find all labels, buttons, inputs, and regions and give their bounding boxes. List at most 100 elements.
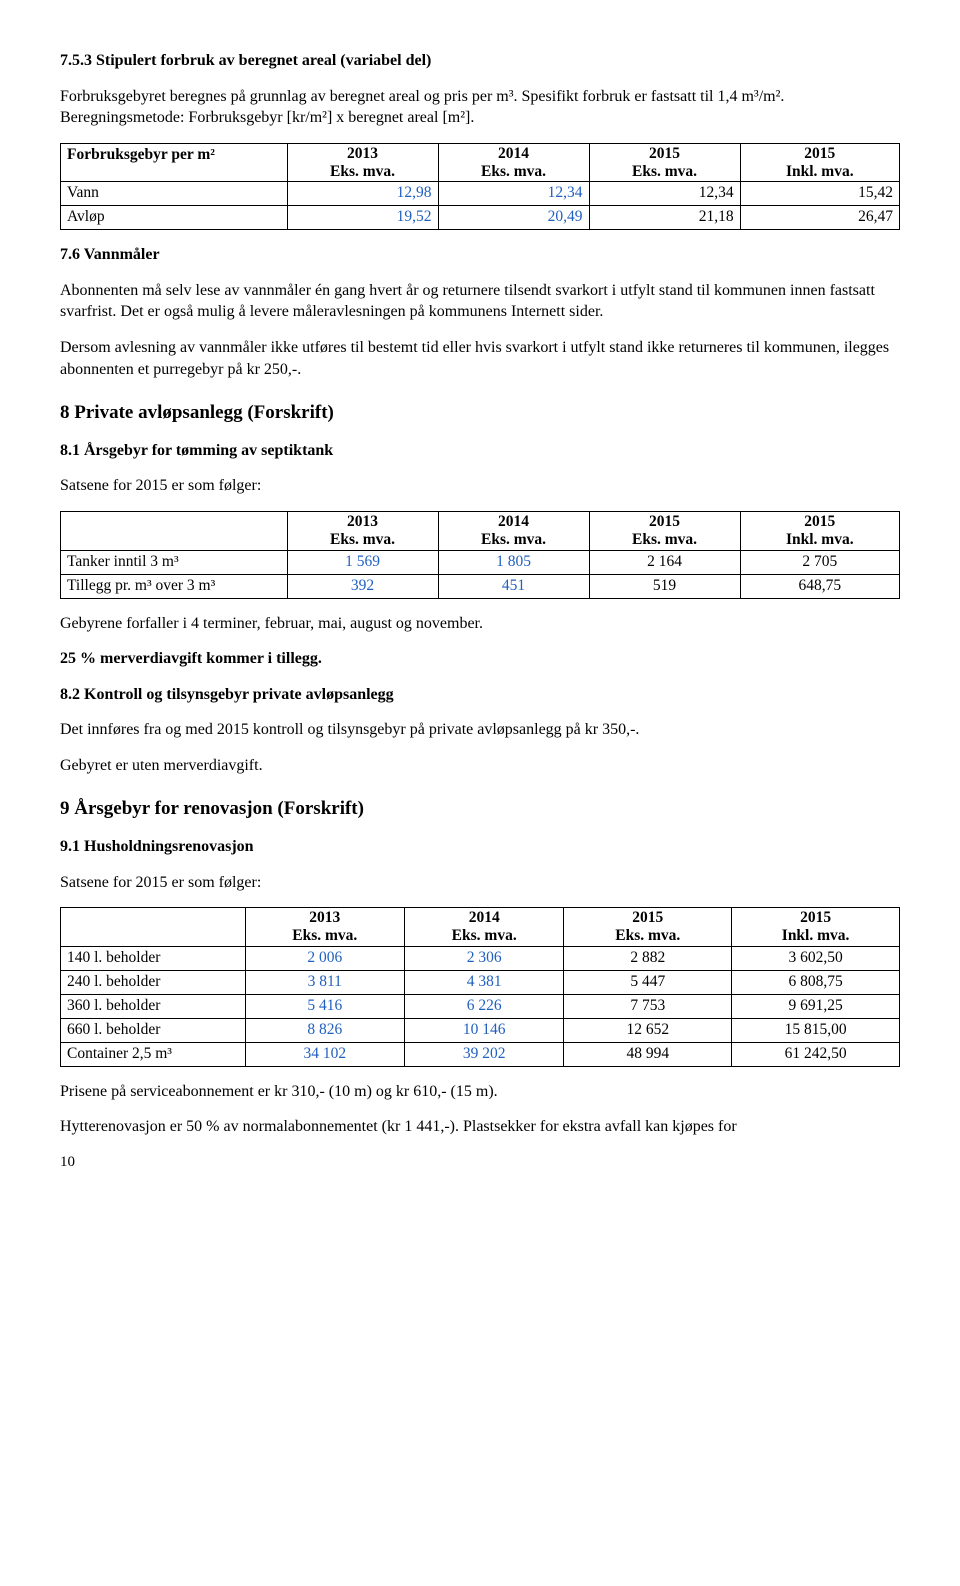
- table-header-row: Forbruksgebyr per m² 2013Eks. mva. 2014E…: [61, 143, 900, 182]
- cell: 2 882: [564, 946, 732, 970]
- cell: 2 705: [740, 550, 899, 574]
- col-head-2013: 2013Eks. mva.: [287, 143, 438, 182]
- col-sub: Inkl. mva.: [786, 163, 854, 180]
- cell: 2 006: [245, 946, 404, 970]
- cell: 9 691,25: [732, 994, 900, 1018]
- cell: 20,49: [438, 206, 589, 230]
- col-year: 2015: [804, 145, 835, 162]
- table-row: 240 l. beholder 3 811 4 381 5 447 6 808,…: [61, 970, 900, 994]
- cell: 5 447: [564, 970, 732, 994]
- col-sub: Eks. mva.: [330, 163, 395, 180]
- col-year: 2013: [347, 513, 378, 530]
- cell: 15,42: [740, 182, 899, 206]
- table-forbruksgebyr-per-m2: Forbruksgebyr per m² 2013Eks. mva. 2014E…: [60, 143, 900, 230]
- col-head-2015-inkl: 2015Inkl. mva.: [740, 512, 899, 551]
- cell: 34 102: [245, 1042, 404, 1066]
- para-7-6-1: Abonnenten må selv lese av vannmåler én …: [60, 280, 900, 323]
- col-sub: Eks. mva.: [452, 927, 517, 944]
- col-sub: Eks. mva.: [481, 163, 546, 180]
- cell: 3 811: [245, 970, 404, 994]
- col-head-2014: 2014Eks. mva.: [438, 512, 589, 551]
- cell: 2 306: [404, 946, 563, 970]
- para-9-1-serviceabo: Prisene på serviceabonnement er kr 310,-…: [60, 1081, 900, 1103]
- para-8-1-intro: Satsene for 2015 er som følger:: [60, 475, 900, 497]
- col-sub: Eks. mva.: [292, 927, 357, 944]
- cell: 451: [438, 574, 589, 598]
- row-label: Container 2,5 m³: [61, 1042, 246, 1066]
- row-label: 660 l. beholder: [61, 1018, 246, 1042]
- para-9-1-intro: Satsene for 2015 er som følger:: [60, 872, 900, 894]
- cell: 26,47: [740, 206, 899, 230]
- cell: 1 805: [438, 550, 589, 574]
- col-head-2013: 2013Eks. mva.: [245, 908, 404, 947]
- col-sub: Inkl. mva.: [786, 531, 854, 548]
- table-row: 660 l. beholder 8 826 10 146 12 652 15 8…: [61, 1018, 900, 1042]
- para-8-1-mva: 25 % merverdiavgift kommer i tillegg.: [60, 648, 900, 670]
- col-year: 2015: [804, 513, 835, 530]
- row-label: 360 l. beholder: [61, 994, 246, 1018]
- cell: 1 569: [287, 550, 438, 574]
- col-year: 2013: [347, 145, 378, 162]
- cell: 6 808,75: [732, 970, 900, 994]
- col-head-2015-inkl: 2015Inkl. mva.: [732, 908, 900, 947]
- para-7-6-2: Dersom avlesning av vannmåler ikke utfør…: [60, 337, 900, 380]
- col-head-2015-eks: 2015Eks. mva.: [564, 908, 732, 947]
- table-row: Vann 12,98 12,34 12,34 15,42: [61, 182, 900, 206]
- para-8-2-1: Det innføres fra og med 2015 kontroll og…: [60, 719, 900, 741]
- heading-9-1: 9.1 Husholdningsrenovasjon: [60, 836, 900, 858]
- cell: 21,18: [589, 206, 740, 230]
- cell: 12,34: [438, 182, 589, 206]
- cell: 6 226: [404, 994, 563, 1018]
- cell: 12 652: [564, 1018, 732, 1042]
- table-row: 360 l. beholder 5 416 6 226 7 753 9 691,…: [61, 994, 900, 1018]
- row-label: Tillegg pr. m³ over 3 m³: [61, 574, 288, 598]
- col-sub: Eks. mva.: [632, 163, 697, 180]
- para-7-5-3-body: Forbruksgebyret beregnes på grunnlag av …: [60, 86, 900, 129]
- cell: 3 602,50: [732, 946, 900, 970]
- heading-9: 9 Årsgebyr for renovasjon (Forskrift): [60, 796, 900, 822]
- cell: 61 242,50: [732, 1042, 900, 1066]
- col-sub: Eks. mva.: [632, 531, 697, 548]
- table-septiktank: 2013Eks. mva. 2014Eks. mva. 2015Eks. mva…: [60, 511, 900, 598]
- heading-8: 8 Private avløpsanlegg (Forskrift): [60, 400, 900, 426]
- cell: 19,52: [287, 206, 438, 230]
- row-label: 140 l. beholder: [61, 946, 246, 970]
- heading-8-2: 8.2 Kontroll og tilsynsgebyr private avl…: [60, 684, 900, 706]
- col-year: 2015: [649, 513, 680, 530]
- col-year: 2014: [469, 909, 500, 926]
- col-sub: Eks. mva.: [615, 927, 680, 944]
- col-sub: Inkl. mva.: [782, 927, 850, 944]
- cell: 15 815,00: [732, 1018, 900, 1042]
- row-label: Vann: [61, 182, 288, 206]
- cell: 7 753: [564, 994, 732, 1018]
- cell: 4 381: [404, 970, 563, 994]
- cell: 12,34: [589, 182, 740, 206]
- cell: 48 994: [564, 1042, 732, 1066]
- heading-7-6: 7.6 Vannmåler: [60, 244, 900, 266]
- col-head-2015-eks: 2015Eks. mva.: [589, 512, 740, 551]
- col-year: 2014: [498, 145, 529, 162]
- row-label: 240 l. beholder: [61, 970, 246, 994]
- table-row: Container 2,5 m³ 34 102 39 202 48 994 61…: [61, 1042, 900, 1066]
- cell: 39 202: [404, 1042, 563, 1066]
- cell: 648,75: [740, 574, 899, 598]
- heading-8-1: 8.1 Årsgebyr for tømming av septiktank: [60, 440, 900, 462]
- col-sub: Eks. mva.: [330, 531, 395, 548]
- col-head-2013: 2013Eks. mva.: [287, 512, 438, 551]
- col-head-2015-eks: 2015Eks. mva.: [589, 143, 740, 182]
- cell: 5 416: [245, 994, 404, 1018]
- para-9-1-hytte: Hytterenovasjon er 50 % av normalabonnem…: [60, 1116, 900, 1138]
- row-label: Avløp: [61, 206, 288, 230]
- table-row: Tillegg pr. m³ over 3 m³ 392 451 519 648…: [61, 574, 900, 598]
- cell: 392: [287, 574, 438, 598]
- col-year: 2015: [800, 909, 831, 926]
- col-year: 2014: [498, 513, 529, 530]
- table-row: Avløp 19,52 20,49 21,18 26,47: [61, 206, 900, 230]
- page-number: 10: [60, 1152, 900, 1172]
- cell: 519: [589, 574, 740, 598]
- col-head-2014: 2014Eks. mva.: [438, 143, 589, 182]
- cell: 8 826: [245, 1018, 404, 1042]
- para-8-2-2: Gebyret er uten merverdiavgift.: [60, 755, 900, 777]
- col-head-rowlabel: Forbruksgebyr per m²: [61, 143, 288, 182]
- heading-7-5-3: 7.5.3 Stipulert forbruk av beregnet area…: [60, 50, 900, 72]
